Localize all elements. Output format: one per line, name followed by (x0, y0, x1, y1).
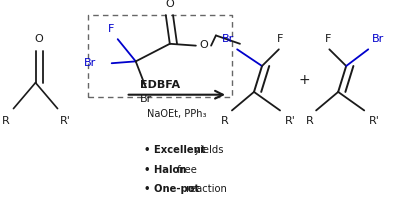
Text: • One-pot: • One-pot (144, 184, 199, 194)
Text: O: O (35, 34, 44, 44)
Text: NaOEt, PPh₃: NaOEt, PPh₃ (147, 109, 207, 119)
Text: F: F (276, 34, 283, 44)
Text: Br: Br (139, 94, 152, 104)
Text: Br: Br (84, 58, 96, 68)
Text: R': R' (369, 116, 380, 126)
Text: reaction: reaction (183, 184, 226, 194)
Text: +: + (298, 73, 310, 87)
Text: R: R (2, 116, 9, 126)
Text: • Excellent: • Excellent (144, 145, 205, 155)
Text: EDBFA: EDBFA (140, 80, 180, 90)
Text: F: F (108, 24, 114, 34)
Text: yields: yields (191, 145, 224, 155)
Text: O: O (199, 40, 208, 50)
Text: Br: Br (372, 34, 384, 44)
Text: R: R (221, 116, 229, 126)
Text: R: R (305, 116, 313, 126)
Text: R': R' (60, 116, 71, 126)
Text: • Halon: • Halon (144, 165, 186, 175)
Text: R': R' (285, 116, 295, 126)
Text: O: O (166, 0, 174, 9)
Text: Br: Br (222, 34, 234, 44)
Text: F: F (325, 34, 332, 44)
Text: free: free (174, 165, 197, 175)
